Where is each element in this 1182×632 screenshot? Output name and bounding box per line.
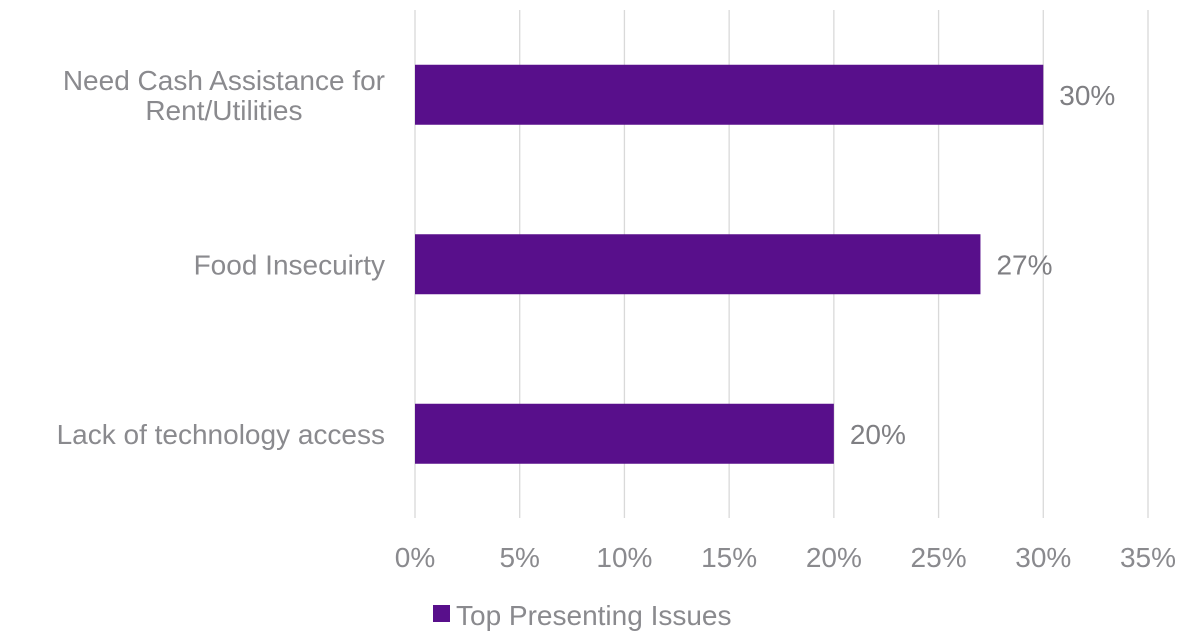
legend: Top Presenting Issues: [433, 600, 732, 631]
category-label-2: Lack of technology access: [57, 419, 385, 450]
x-tick-label-6: 30%: [1015, 542, 1071, 573]
x-tick-label-3: 15%: [701, 542, 757, 573]
bar-2: [415, 403, 834, 464]
category-label-line: Food Insecuirty: [194, 249, 385, 280]
x-tick-label-5: 25%: [911, 542, 967, 573]
x-tick-label-0: 0%: [395, 542, 435, 573]
data-label-1: 27%: [996, 249, 1052, 280]
x-tick-label-1: 5%: [499, 542, 539, 573]
x-tick-label-4: 20%: [806, 542, 862, 573]
category-label-1: Food Insecuirty: [194, 249, 385, 280]
legend-swatch: [433, 605, 450, 622]
bar-0: [415, 64, 1044, 125]
bars: 30% 27% 20%: [415, 64, 1115, 464]
category-label-line: Rent/Utilities: [145, 95, 302, 126]
category-label-line: Need Cash Assistance for: [63, 65, 385, 96]
bar-1: [415, 234, 981, 295]
x-tick-label-2: 10%: [596, 542, 652, 573]
data-label-0: 30%: [1059, 80, 1115, 111]
x-axis-tick-labels: 0% 5% 10% 15% 20% 25% 30% 35%: [395, 542, 1176, 573]
category-label-0: Need Cash Assistance for Rent/Utilities: [63, 65, 385, 126]
legend-label: Top Presenting Issues: [456, 600, 732, 631]
category-label-line: Lack of technology access: [57, 419, 385, 450]
category-labels: Need Cash Assistance for Rent/Utilities Fo…: [57, 65, 385, 450]
data-label-2: 20%: [850, 419, 906, 450]
x-tick-label-7: 35%: [1120, 542, 1176, 573]
